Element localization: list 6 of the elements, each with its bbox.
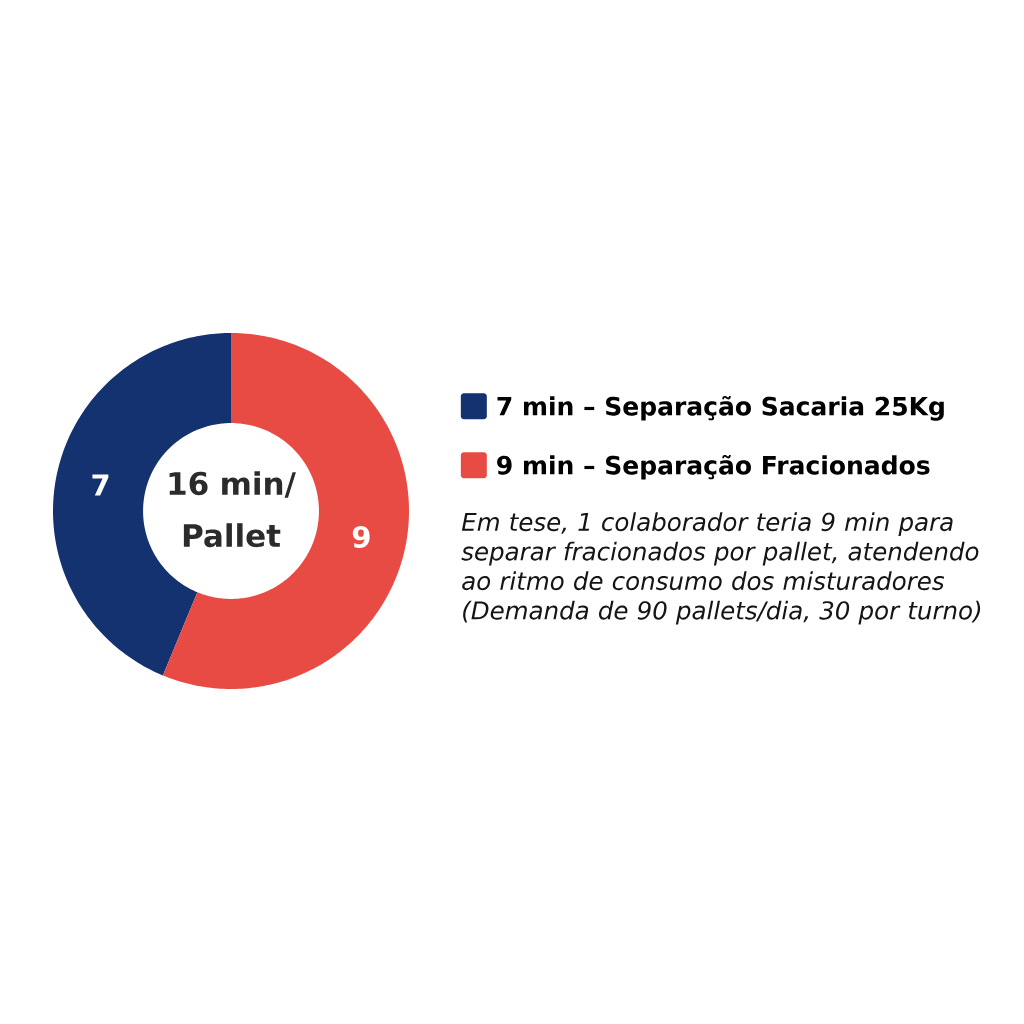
text: 16 min/ Pallet — [169, 471, 296, 548]
legend-label: 7 min – Separação Sacaria 25Kg — [497, 395, 944, 421]
text: Em tese, 1 colaborador teria 9 min para separar fracionados por pallet, atendendo ao ritmo de consumo dos misturadores (Demanda de 90 pallets/dia, 30 por turno) — [461, 512, 981, 625]
legend-label: 9 min – Separação Fracionados — [497, 454, 930, 480]
data-label: 9 — [352, 525, 370, 548]
data-label: 7 — [92, 474, 109, 496]
